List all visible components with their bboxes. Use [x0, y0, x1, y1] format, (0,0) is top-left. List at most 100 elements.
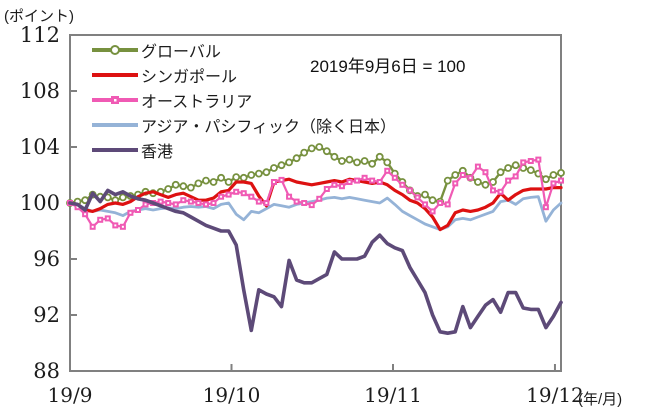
square-marker-dot: [114, 224, 117, 227]
square-marker-dot: [220, 195, 223, 198]
circle-marker: [194, 179, 203, 188]
square-marker-dot: [242, 192, 245, 195]
x-tick-label: 19/9: [47, 383, 93, 407]
square-marker-dot: [272, 181, 275, 183]
circle-marker: [360, 157, 369, 165]
australia-line-swatch: [92, 93, 138, 107]
circle-marker: [474, 178, 482, 186]
circle-marker: [315, 143, 324, 151]
y-tick-label: 92: [33, 303, 60, 327]
square-marker-dot: [265, 202, 268, 204]
hong-kong-line-swatch: [92, 143, 138, 157]
square-marker-dot: [408, 189, 411, 192]
y-tick-label: 104: [19, 135, 60, 159]
square-marker-dot: [288, 195, 291, 198]
circle-marker: [541, 175, 550, 184]
circle-marker: [217, 173, 225, 182]
square-marker-dot: [303, 202, 306, 204]
square-marker-dot: [454, 182, 457, 185]
square-marker-dot: [121, 225, 124, 228]
square-marker-dot: [424, 203, 427, 206]
circle-marker: [496, 168, 505, 177]
square-marker-dot: [439, 202, 442, 204]
circle-marker: [549, 171, 558, 179]
square-marker-dot: [446, 203, 449, 206]
legend-item-hong-kong: 香港: [92, 137, 396, 162]
square-marker-dot: [333, 183, 336, 186]
square-marker-dot: [136, 209, 139, 211]
square-marker-dot: [522, 161, 525, 164]
square-marker-dot: [227, 193, 230, 196]
square-marker-dot: [212, 202, 215, 204]
circle-marker: [504, 164, 513, 172]
legend-label-singapore: シンガポール: [141, 68, 238, 86]
square-marker-dot: [99, 218, 102, 221]
circle-marker: [338, 157, 346, 165]
square-marker-dot: [348, 181, 351, 183]
circle-marker: [292, 154, 301, 163]
circle-marker: [428, 196, 437, 205]
circle-marker: [330, 152, 339, 161]
square-marker-dot: [416, 196, 419, 199]
square-marker-dot: [91, 225, 94, 228]
circle-marker: [375, 152, 384, 161]
square-marker-dot: [204, 203, 207, 206]
circle-marker: [247, 171, 256, 179]
square-marker-dot: [560, 179, 562, 182]
x-tick-label: 19/11: [364, 383, 422, 407]
square-marker-dot: [167, 202, 170, 204]
circle-marker: [526, 166, 535, 175]
square-marker-dot: [189, 200, 192, 203]
legend-item-asia-pacific: アジア・パシフィック（除く日本）: [92, 112, 396, 137]
square-marker-dot: [182, 199, 185, 202]
square-marker-dot: [393, 176, 396, 179]
square-marker-dot: [257, 200, 260, 203]
circle-marker: [224, 178, 233, 186]
circle-marker: [353, 158, 361, 167]
circle-marker: [232, 173, 241, 182]
circle-marker: [481, 180, 490, 189]
series-line-1: [68, 177, 563, 232]
circle-marker: [179, 182, 188, 191]
square-marker-dot: [529, 160, 532, 162]
legend-item-global: グローバル: [92, 37, 396, 62]
square-marker-dot: [492, 189, 495, 192]
square-marker-dot: [499, 190, 502, 193]
square-marker-dot: [318, 197, 321, 200]
legend-swatch-line: [92, 95, 138, 104]
square-marker-dot: [106, 217, 109, 220]
square-marker-dot: [235, 190, 238, 193]
legend-label-global: グローバル: [141, 43, 221, 61]
square-marker-dot: [84, 213, 87, 216]
square-marker-dot: [325, 188, 328, 190]
square-marker-dot: [552, 182, 555, 185]
square-marker-dot: [310, 204, 313, 207]
y-tick-label: 96: [33, 247, 60, 271]
x-axis-unit-label: (年/月): [578, 391, 623, 408]
legend-label-asia-pacific: アジア・パシフィック（除く日本）: [141, 118, 397, 136]
legend-label-australia: オーストラリア: [141, 93, 253, 111]
singapore-line-swatch: [92, 68, 138, 82]
asia-pacific-line-swatch: [92, 118, 138, 132]
square-marker-dot: [544, 206, 547, 209]
square-marker-dot: [174, 203, 177, 206]
circle-marker: [209, 178, 218, 186]
square-marker-dot: [280, 178, 283, 181]
square-marker-dot: [76, 206, 79, 209]
series-line-4: [68, 188, 563, 336]
square-marker-dot: [144, 203, 147, 206]
square-marker-dot: [159, 200, 162, 203]
circle-marker: [300, 148, 309, 157]
circle-marker: [239, 173, 248, 182]
legend-swatch-line: [92, 122, 138, 127]
circle-marker: [171, 180, 180, 189]
circle-marker: [262, 168, 271, 177]
circle-marker: [451, 171, 460, 179]
legend-swatch-line: [92, 72, 138, 77]
circle-marker: [254, 169, 263, 178]
circle-marker: [383, 158, 392, 167]
circle-marker: [557, 168, 565, 177]
square-marker-dot: [537, 158, 540, 161]
square-marker-dot: [129, 211, 132, 214]
square-marker-dot: [386, 169, 389, 172]
